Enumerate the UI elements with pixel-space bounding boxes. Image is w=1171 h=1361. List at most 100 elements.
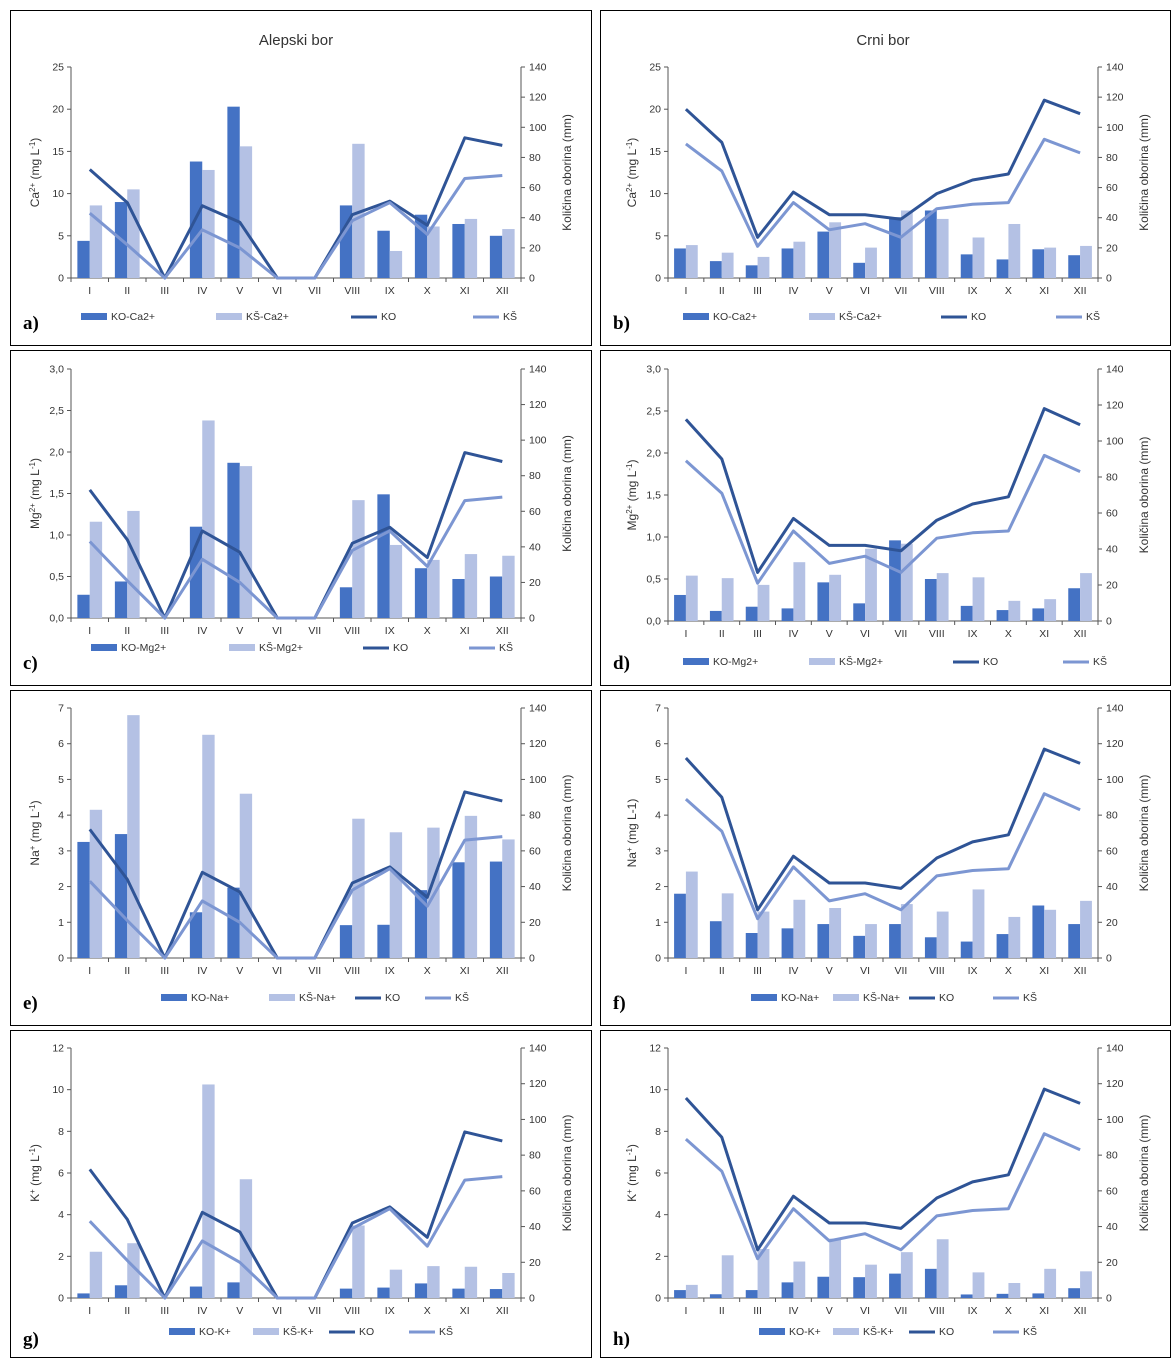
bar-KŠ-K+ [793, 1262, 805, 1298]
x-tick-label: VIII [929, 628, 945, 640]
left-axis-label: Ca2+ (mg L-1) [28, 138, 43, 208]
left-tick-label: 25 [52, 62, 64, 74]
x-tick-label: V [236, 965, 243, 977]
bar-KO-K+ [674, 1290, 686, 1298]
bar-KŠ-K+ [465, 1267, 477, 1298]
left-tick-label: 6 [58, 738, 64, 750]
x-tick-label: II [719, 1305, 725, 1317]
legend-swatch [81, 313, 107, 320]
right-tick-label: 40 [529, 881, 541, 893]
x-tick-label: V [236, 1305, 243, 1317]
x-tick-label: X [1005, 628, 1012, 640]
bar-KO-Ca2+ [889, 217, 901, 278]
x-tick-label: V [826, 965, 833, 977]
right-axis-label: Količina oborina (mm) [560, 775, 574, 892]
x-tick-label: VII [894, 628, 907, 640]
bar-KO-Mg2+ [817, 582, 829, 621]
bar-KŠ-Mg2+ [829, 575, 841, 621]
bar-KŠ-Ca2+ [127, 189, 139, 278]
left-tick-label: 8 [655, 1126, 661, 1138]
left-tick-label: 10 [52, 188, 64, 200]
panel-letter: h) [613, 1329, 630, 1351]
legend-label: KO-Na+ [191, 992, 229, 1004]
x-tick-label: III [753, 628, 762, 640]
bar-KŠ-Mg2+ [1080, 573, 1092, 621]
x-tick-label: XI [460, 625, 470, 637]
left-axis-label: Ca2+ (mg L-1) [625, 138, 640, 208]
right-tick-label: 120 [1106, 738, 1124, 750]
left-tick-label: 15 [52, 146, 64, 158]
x-tick-label: V [826, 285, 833, 297]
legend-label: KO [939, 1326, 954, 1338]
bar-KŠ-Mg2+ [937, 573, 949, 621]
bar-KŠ-Mg2+ [901, 544, 913, 621]
bar-KO-Na+ [710, 921, 722, 958]
bar-KŠ-Ca2+ [901, 210, 913, 278]
legend-label: KŠ [455, 991, 469, 1004]
bar-KO-Ca2+ [710, 261, 722, 278]
panel-e: 0 1 2 3 4 5 6 7 0 20 40 60 80 100 120 140 I II III IV V VI VII… [10, 690, 592, 1026]
legend-swatch [91, 644, 117, 651]
legend-label: KŠ-Ca2+ [246, 310, 289, 323]
x-tick-label: XII [1074, 285, 1087, 297]
right-tick-label: 20 [1106, 242, 1118, 254]
x-tick-label: IX [968, 1305, 978, 1317]
x-tick-label: VI [860, 1305, 870, 1317]
left-tick-label: 20 [649, 104, 661, 116]
right-tick-label: 140 [529, 703, 547, 715]
bar-KŠ-Mg2+ [240, 466, 252, 618]
left-tick-label: 0,0 [49, 613, 64, 625]
right-tick-label: 60 [529, 1185, 541, 1197]
bar-KO-K+ [227, 1282, 239, 1298]
left-axis-label: Mg2+ (mg L-1) [625, 460, 640, 531]
x-tick-label: VII [308, 285, 321, 297]
bar-KO-K+ [853, 1277, 865, 1298]
right-tick-label: 120 [1106, 1078, 1124, 1090]
bar-KŠ-K+ [973, 1272, 985, 1298]
left-tick-label: 6 [655, 1168, 661, 1180]
bar-KŠ-Na+ [865, 924, 877, 958]
bar-KO-Ca2+ [961, 254, 973, 278]
bar-KŠ-K+ [1008, 1283, 1020, 1298]
bar-KŠ-K+ [202, 1084, 214, 1298]
x-tick-label: II [124, 285, 130, 297]
bar-KŠ-K+ [240, 1179, 252, 1298]
right-tick-label: 80 [529, 810, 541, 822]
bar-KŠ-K+ [502, 1273, 514, 1298]
x-tick-label: III [160, 285, 169, 297]
bar-KŠ-K+ [937, 1239, 949, 1298]
right-tick-label: 100 [529, 122, 547, 134]
bar-KŠ-Na+ [1008, 917, 1020, 958]
bar-KŠ-Na+ [829, 908, 841, 958]
right-tick-label: 80 [1106, 472, 1118, 484]
line-KŠ [686, 139, 1080, 246]
right-tick-label: 60 [529, 845, 541, 857]
legend-label: KŠ [503, 310, 517, 323]
x-tick-label: I [684, 285, 687, 297]
line-KŠ [686, 455, 1080, 583]
x-tick-label: III [160, 1305, 169, 1317]
bar-KO-Mg2+ [452, 579, 464, 618]
bar-KO-Mg2+ [1068, 588, 1080, 621]
bar-KŠ-Ca2+ [865, 248, 877, 278]
left-tick-label: 2 [58, 881, 64, 893]
legend-swatch [161, 994, 187, 1001]
x-tick-label: II [124, 965, 130, 977]
bar-KO-Ca2+ [674, 248, 686, 278]
x-tick-label: XII [1074, 965, 1087, 977]
x-tick-label: X [1005, 1305, 1012, 1317]
legend-swatch [759, 1328, 785, 1335]
right-tick-label: 0 [529, 273, 535, 285]
x-tick-label: VIII [344, 965, 360, 977]
left-tick-label: 4 [655, 810, 661, 822]
right-tick-label: 140 [529, 364, 547, 376]
left-tick-label: 0 [655, 273, 661, 285]
right-tick-label: 0 [529, 613, 535, 625]
bar-KŠ-Na+ [390, 832, 402, 958]
left-tick-label: 25 [649, 62, 661, 74]
x-tick-label: IX [385, 1305, 395, 1317]
right-tick-label: 140 [529, 62, 547, 74]
x-tick-label: V [236, 285, 243, 297]
bar-KŠ-Na+ [502, 839, 514, 958]
